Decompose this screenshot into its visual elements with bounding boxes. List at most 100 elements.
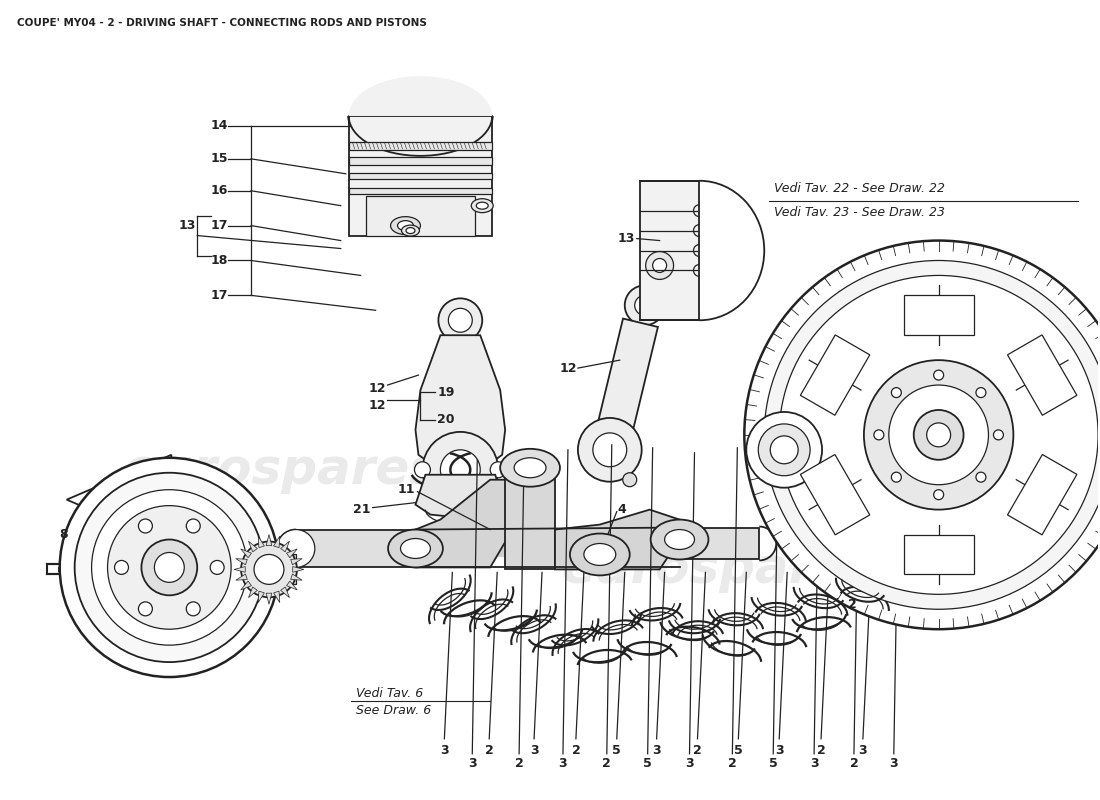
Polygon shape xyxy=(1008,454,1077,535)
Polygon shape xyxy=(79,563,94,575)
Polygon shape xyxy=(293,566,304,572)
FancyBboxPatch shape xyxy=(349,142,492,150)
Text: 14: 14 xyxy=(210,119,228,133)
Text: 3: 3 xyxy=(810,758,818,770)
Text: Vedi Tav. 22 - See Draw. 22: Vedi Tav. 22 - See Draw. 22 xyxy=(774,182,945,195)
FancyBboxPatch shape xyxy=(349,188,492,194)
Circle shape xyxy=(75,473,264,662)
Ellipse shape xyxy=(570,534,629,575)
Text: 3: 3 xyxy=(890,758,898,770)
Polygon shape xyxy=(241,581,252,590)
Circle shape xyxy=(439,298,482,342)
Circle shape xyxy=(934,490,944,500)
Text: 3: 3 xyxy=(468,758,476,770)
Text: 13: 13 xyxy=(617,232,635,245)
Text: Vedi Tav. 6: Vedi Tav. 6 xyxy=(355,687,422,701)
Ellipse shape xyxy=(500,449,560,486)
Circle shape xyxy=(779,275,1098,594)
Polygon shape xyxy=(416,335,505,468)
Text: 5: 5 xyxy=(613,744,621,758)
Polygon shape xyxy=(680,527,759,559)
Text: 6: 6 xyxy=(212,528,220,541)
Polygon shape xyxy=(235,574,248,580)
Text: 21: 21 xyxy=(353,503,371,516)
Circle shape xyxy=(993,430,1003,440)
Ellipse shape xyxy=(388,530,443,567)
Polygon shape xyxy=(556,510,680,570)
Polygon shape xyxy=(249,541,257,552)
Text: 10: 10 xyxy=(839,443,857,456)
Circle shape xyxy=(891,472,901,482)
Polygon shape xyxy=(349,116,492,235)
Text: 2: 2 xyxy=(572,744,581,758)
Circle shape xyxy=(186,519,200,533)
Circle shape xyxy=(593,433,627,466)
Text: 2: 2 xyxy=(816,744,825,758)
Text: eurospares: eurospares xyxy=(561,546,878,594)
Ellipse shape xyxy=(406,228,415,234)
Polygon shape xyxy=(596,318,658,437)
Polygon shape xyxy=(280,541,289,552)
Text: 2: 2 xyxy=(693,744,702,758)
Text: 1: 1 xyxy=(848,558,857,571)
Polygon shape xyxy=(296,530,416,567)
Circle shape xyxy=(241,542,297,598)
Text: 2: 2 xyxy=(849,758,858,770)
Text: 3: 3 xyxy=(440,744,449,758)
Text: 7: 7 xyxy=(125,528,134,541)
Polygon shape xyxy=(62,562,74,578)
Circle shape xyxy=(67,559,87,579)
Circle shape xyxy=(114,561,129,574)
Circle shape xyxy=(186,602,200,616)
Circle shape xyxy=(926,423,950,447)
Text: 2: 2 xyxy=(603,758,612,770)
Text: 5: 5 xyxy=(644,758,652,770)
Ellipse shape xyxy=(400,538,430,558)
Circle shape xyxy=(254,554,284,584)
Circle shape xyxy=(59,458,279,677)
Ellipse shape xyxy=(476,202,488,209)
Polygon shape xyxy=(801,335,870,415)
Ellipse shape xyxy=(397,221,414,230)
Circle shape xyxy=(578,418,641,482)
Circle shape xyxy=(635,295,654,315)
Circle shape xyxy=(934,370,944,380)
Polygon shape xyxy=(234,566,245,572)
Polygon shape xyxy=(505,468,556,570)
Text: COUPE' MY04 - 2 - DRIVING SHAFT - CONNECTING RODS AND PISTONS: COUPE' MY04 - 2 - DRIVING SHAFT - CONNEC… xyxy=(16,18,427,28)
Text: 15: 15 xyxy=(210,152,228,166)
Text: 8: 8 xyxy=(59,528,68,541)
Text: 12: 12 xyxy=(368,399,386,413)
Polygon shape xyxy=(416,539,680,558)
Text: 2: 2 xyxy=(485,744,494,758)
Ellipse shape xyxy=(402,225,419,236)
Circle shape xyxy=(139,602,153,616)
Text: 20: 20 xyxy=(438,414,455,426)
Circle shape xyxy=(889,385,989,485)
Circle shape xyxy=(625,286,664,326)
Circle shape xyxy=(864,360,1013,510)
Polygon shape xyxy=(640,181,700,320)
Circle shape xyxy=(652,258,667,273)
Polygon shape xyxy=(290,558,303,565)
Polygon shape xyxy=(904,534,974,574)
Text: 2: 2 xyxy=(848,598,857,610)
Text: 12: 12 xyxy=(368,382,386,394)
Text: 2: 2 xyxy=(515,758,524,770)
Polygon shape xyxy=(266,593,272,604)
Polygon shape xyxy=(365,196,475,235)
Circle shape xyxy=(770,436,799,464)
Text: 17: 17 xyxy=(210,219,228,232)
Text: 3: 3 xyxy=(652,744,661,758)
Polygon shape xyxy=(241,549,252,558)
Circle shape xyxy=(623,473,637,486)
Text: 18: 18 xyxy=(211,254,228,267)
Circle shape xyxy=(914,410,964,460)
Polygon shape xyxy=(1008,335,1077,415)
Polygon shape xyxy=(349,76,492,116)
Circle shape xyxy=(764,261,1100,610)
Ellipse shape xyxy=(584,543,616,566)
Polygon shape xyxy=(274,591,279,602)
Polygon shape xyxy=(286,581,297,590)
Polygon shape xyxy=(801,454,870,535)
